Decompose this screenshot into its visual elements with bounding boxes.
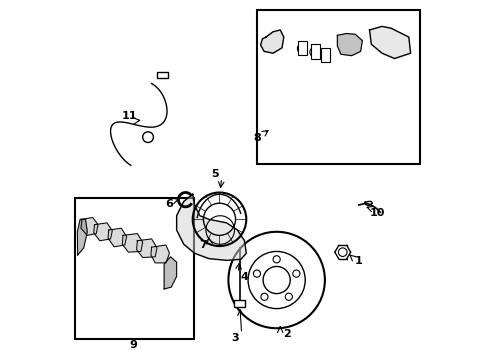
Text: 6: 6 (165, 199, 173, 209)
Text: 11: 11 (122, 111, 137, 121)
Text: 2: 2 (282, 329, 290, 339)
Text: 5: 5 (211, 168, 219, 179)
Polygon shape (94, 223, 112, 241)
Text: 4: 4 (240, 272, 248, 282)
Text: 10: 10 (369, 208, 384, 218)
Polygon shape (122, 234, 142, 252)
Polygon shape (77, 219, 87, 255)
Polygon shape (151, 245, 169, 263)
Text: 8: 8 (253, 133, 261, 143)
Polygon shape (337, 33, 362, 56)
Polygon shape (136, 239, 157, 257)
Bar (257, 10, 419, 164)
Polygon shape (164, 257, 176, 289)
Text: 3: 3 (231, 333, 239, 343)
Bar (321, 48, 329, 62)
Polygon shape (260, 30, 283, 53)
Bar (234, 300, 244, 307)
Bar (157, 72, 167, 78)
Bar (298, 41, 306, 55)
Polygon shape (369, 26, 410, 59)
Text: 1: 1 (354, 256, 362, 266)
Bar (310, 44, 319, 59)
Polygon shape (81, 217, 98, 235)
Bar (75, 198, 194, 339)
Text: 7: 7 (199, 240, 206, 250)
Polygon shape (108, 228, 126, 247)
Text: 9: 9 (129, 340, 137, 350)
Polygon shape (176, 194, 246, 260)
